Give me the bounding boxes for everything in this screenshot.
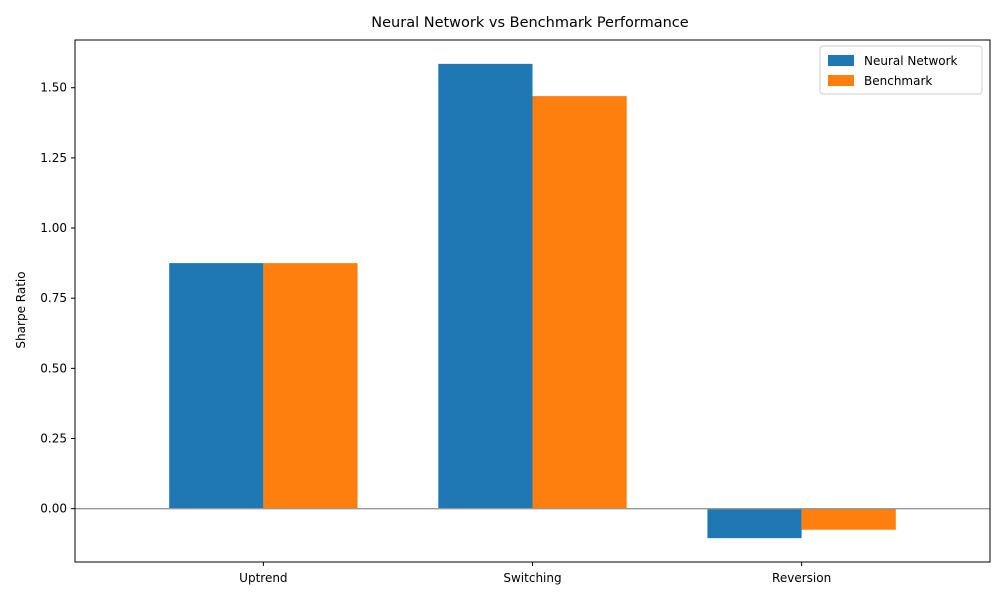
y-tick-label: 0.50	[40, 361, 67, 375]
bar-benchmark-uptrend	[263, 263, 358, 509]
y-tick-label: 1.00	[40, 221, 67, 235]
x-tick-label-switching: Switching	[503, 571, 561, 585]
legend: Neural Network Benchmark	[819, 45, 983, 95]
plot-area: 0.00 0.25 0.50 0.75 1.00 1.25 1.50 Uptrend Switc…	[40, 39, 991, 585]
bar-neural-network-reversion	[707, 508, 802, 539]
bar-neural-network-switching	[438, 63, 533, 509]
y-tick-label: 0.25	[40, 432, 67, 446]
legend-box	[819, 45, 983, 95]
legend-swatch-benchmark	[828, 75, 854, 86]
bar-neural-network-uptrend	[169, 263, 264, 509]
bar-benchmark-switching	[532, 96, 627, 509]
y-tick-label: 1.25	[40, 151, 67, 165]
bar-benchmark-reversion	[801, 508, 896, 530]
x-tick-label-reversion: Reversion	[772, 571, 831, 585]
legend-swatch-neural-network	[828, 55, 854, 66]
y-tick-label: 0.75	[40, 291, 67, 305]
y-tick-label: 0.00	[40, 502, 67, 516]
chart-title: Neural Network vs Benchmark Performance	[371, 15, 689, 31]
x-tick-label-uptrend: Uptrend	[239, 571, 287, 585]
y-axis-label: Sharpe Ratio	[14, 271, 28, 348]
legend-label-neural-network: Neural Network	[864, 54, 958, 68]
legend-label-benchmark: Benchmark	[864, 74, 932, 88]
y-tick-label: 1.50	[40, 81, 67, 95]
